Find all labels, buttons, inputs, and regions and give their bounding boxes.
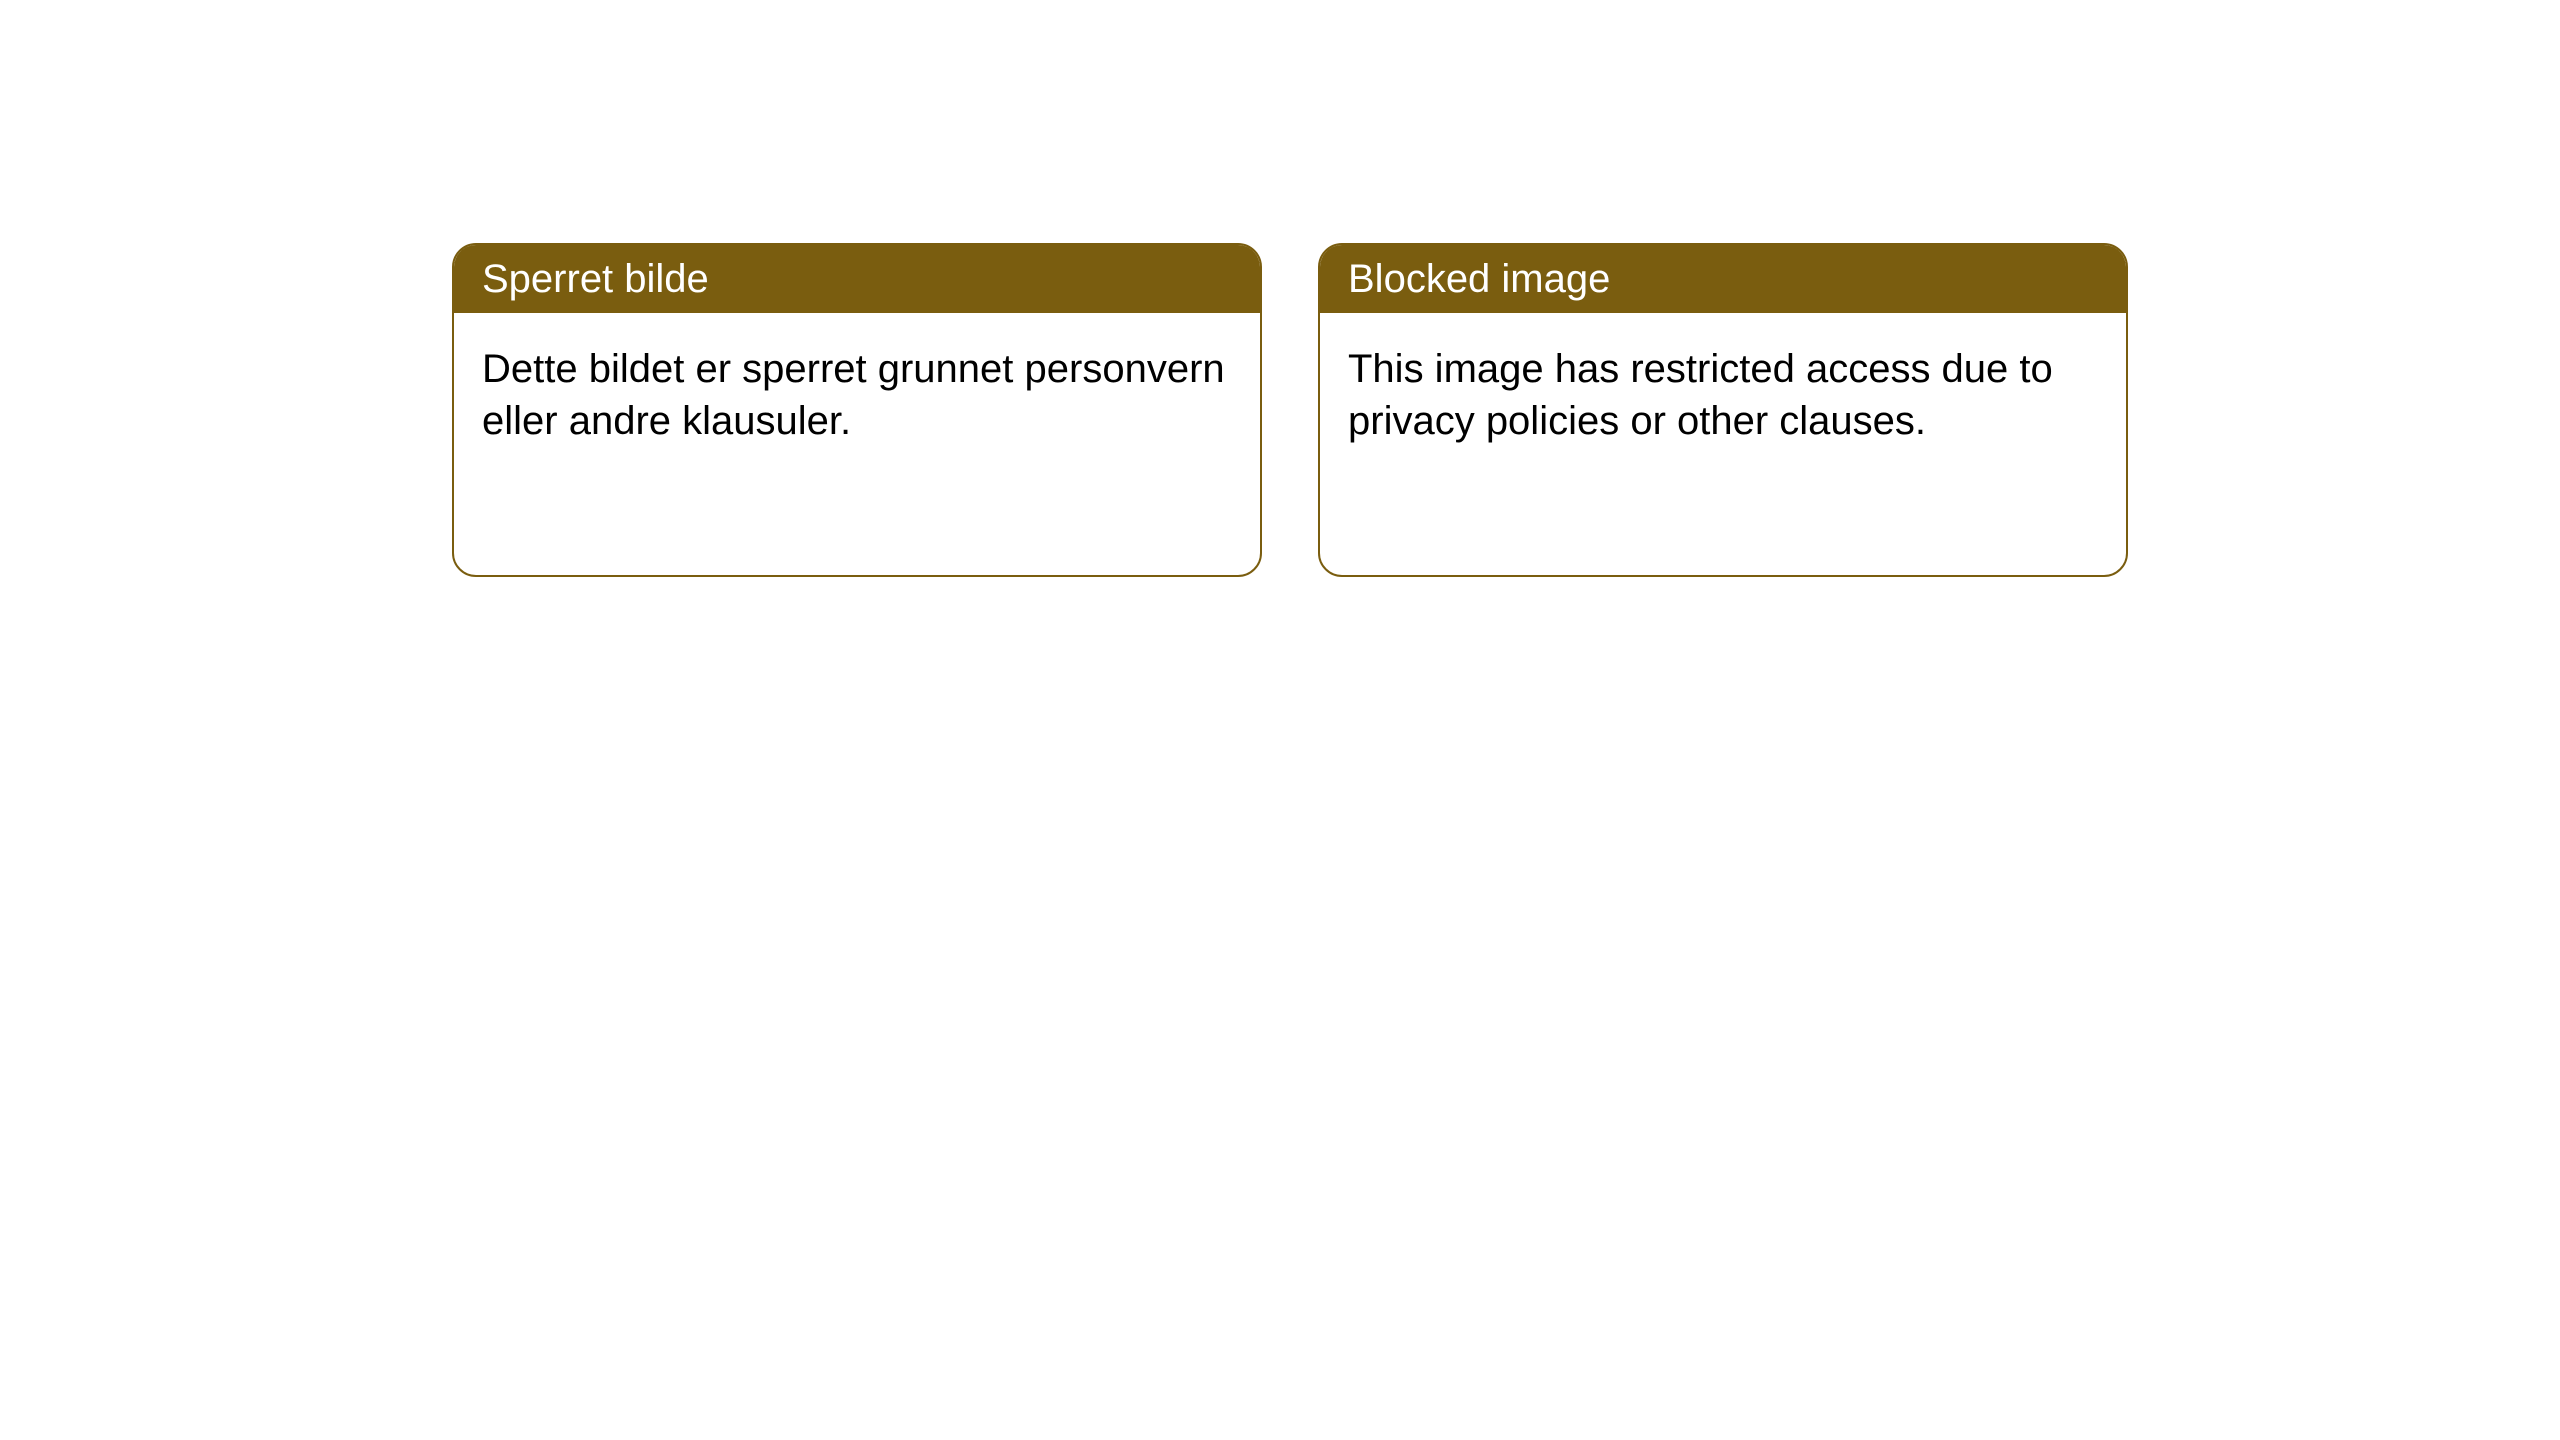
notice-header-english: Blocked image [1320,245,2126,313]
notice-body-norwegian: Dette bildet er sperret grunnet personve… [454,313,1260,477]
notice-card-norwegian: Sperret bilde Dette bildet er sperret gr… [452,243,1262,577]
notice-header-norwegian: Sperret bilde [454,245,1260,313]
notice-card-english: Blocked image This image has restricted … [1318,243,2128,577]
notice-container: Sperret bilde Dette bildet er sperret gr… [0,0,2560,577]
notice-body-english: This image has restricted access due to … [1320,313,2126,477]
